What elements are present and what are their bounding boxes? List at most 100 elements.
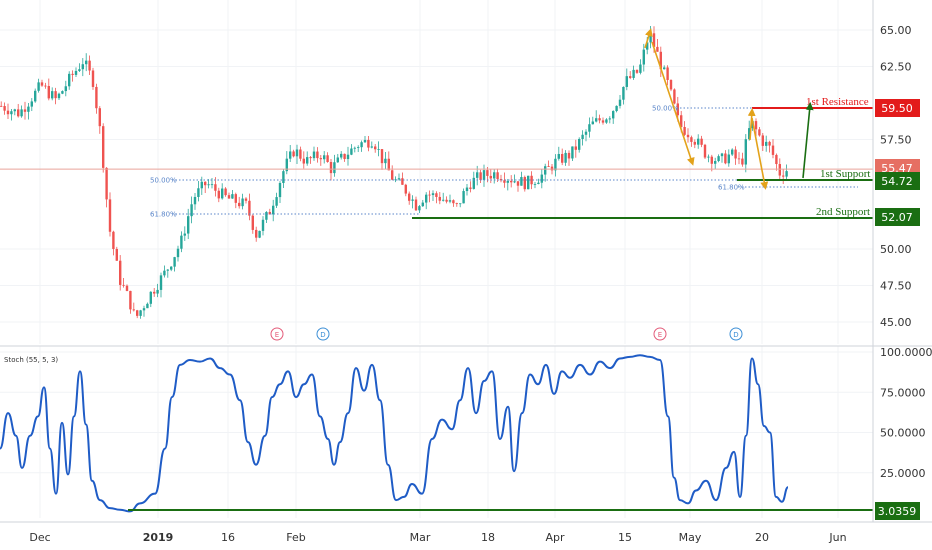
candle — [380, 149, 384, 170]
support-2-price-tag: 52.07 — [875, 208, 920, 226]
candle — [319, 154, 322, 166]
candle — [622, 86, 625, 105]
candle — [68, 71, 71, 90]
dividend-event-marker: D — [316, 327, 330, 341]
candle — [608, 116, 611, 124]
candle — [217, 187, 220, 203]
candle — [115, 246, 118, 261]
candle — [578, 137, 581, 153]
candle — [272, 199, 275, 222]
support-1-price-tag: 54.72 — [875, 172, 920, 190]
resistance-price-tag: 59.50 — [875, 99, 920, 117]
candle — [479, 169, 482, 184]
candle — [469, 181, 472, 193]
candle — [761, 133, 764, 152]
candle — [95, 83, 98, 114]
fib-label: 50.00% — [150, 177, 177, 185]
candle — [758, 126, 761, 137]
fib-label: 61.80% — [150, 211, 177, 219]
time-tick-label: May — [679, 531, 702, 544]
candle — [452, 199, 455, 207]
candle — [340, 151, 343, 160]
candle — [346, 146, 350, 166]
candle — [554, 154, 557, 177]
candle — [425, 192, 428, 210]
candle — [588, 117, 591, 138]
candle — [251, 214, 254, 234]
candle — [153, 287, 156, 297]
time-tick-label: Apr — [545, 531, 565, 544]
candle — [30, 98, 33, 112]
candle — [506, 178, 509, 191]
candle — [448, 194, 452, 204]
candle — [700, 135, 703, 148]
candle — [57, 92, 61, 100]
candle — [193, 192, 197, 210]
candle — [513, 174, 516, 184]
candle — [180, 231, 183, 253]
candle — [20, 105, 23, 118]
candle — [268, 208, 271, 215]
candle — [85, 53, 88, 72]
candle — [557, 146, 560, 161]
price-tick-label: 57.50 — [880, 134, 912, 147]
candle — [13, 108, 16, 116]
stoch-tick-label: 25.0000 — [880, 467, 926, 480]
candle — [523, 175, 526, 192]
candle — [125, 284, 129, 292]
earnings-event-marker: E — [653, 327, 667, 341]
candle — [170, 266, 173, 272]
candle — [156, 283, 159, 298]
candle — [374, 144, 377, 153]
candle — [190, 196, 193, 224]
price-tag-text: 52.07 — [881, 211, 913, 224]
candle — [442, 192, 445, 202]
candle — [146, 302, 149, 309]
price-tick-label: 65.00 — [880, 24, 912, 37]
candle — [591, 116, 594, 125]
candle — [224, 187, 227, 197]
candlestick-series — [0, 26, 788, 319]
fib-top-arrow — [644, 28, 653, 49]
time-tick-label: 15 — [618, 531, 632, 544]
candle — [6, 103, 10, 119]
candle — [656, 39, 659, 52]
candle — [567, 150, 571, 166]
candle — [720, 152, 724, 163]
candle — [659, 46, 662, 78]
candle — [727, 149, 730, 167]
candle — [282, 169, 285, 189]
candle — [686, 128, 690, 143]
time-tick-label: Jun — [828, 531, 846, 544]
candle — [724, 150, 727, 165]
candle — [183, 226, 186, 241]
candle — [299, 146, 302, 162]
price-tick-label: 62.50 — [880, 61, 912, 74]
candle — [445, 196, 448, 204]
candle — [309, 156, 312, 164]
time-tick-label: Feb — [286, 531, 305, 544]
fib-label: 61.80% — [718, 184, 745, 192]
event-marker-label: D — [733, 331, 738, 339]
candle — [663, 65, 666, 70]
candle — [601, 117, 605, 125]
candle — [418, 204, 421, 213]
candle — [285, 151, 288, 175]
candle — [414, 196, 418, 211]
candle — [350, 144, 353, 156]
candle — [404, 183, 407, 197]
candle — [411, 195, 414, 209]
candle — [782, 169, 785, 185]
candle — [768, 140, 771, 153]
candle — [397, 173, 401, 181]
candle — [329, 158, 333, 181]
candle — [200, 176, 203, 195]
candle — [595, 110, 598, 123]
candle — [748, 120, 751, 141]
candle — [401, 172, 404, 185]
candle — [166, 269, 169, 278]
candle — [639, 59, 642, 75]
candle — [78, 63, 81, 73]
candle — [108, 192, 112, 237]
